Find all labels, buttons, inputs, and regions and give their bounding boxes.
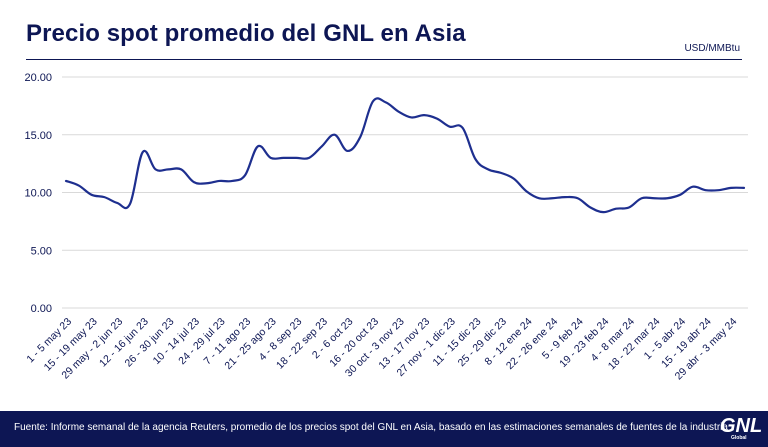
brand-logo: GNL Global — [720, 415, 762, 443]
y-tick-label: 0.00 — [31, 303, 52, 315]
y-tick-label: 10.00 — [24, 188, 52, 200]
y-tick-label: 15.00 — [24, 130, 52, 142]
logo-mark: GNL — [720, 415, 763, 437]
page-title: Precio spot promedio del GNL en Asia — [26, 20, 466, 47]
footer-bar: Fuente: Informe semanal de la agencia Re… — [0, 411, 768, 447]
unit-label: USD/MMBtu — [684, 43, 740, 54]
series-line — [64, 97, 746, 214]
title-divider — [26, 59, 742, 60]
y-tick-label: 20.00 — [24, 72, 52, 84]
source-note: Fuente: Informe semanal de la agencia Re… — [14, 422, 728, 433]
y-tick-label: 5.00 — [31, 245, 52, 257]
logo-subtext: Global — [731, 435, 747, 441]
